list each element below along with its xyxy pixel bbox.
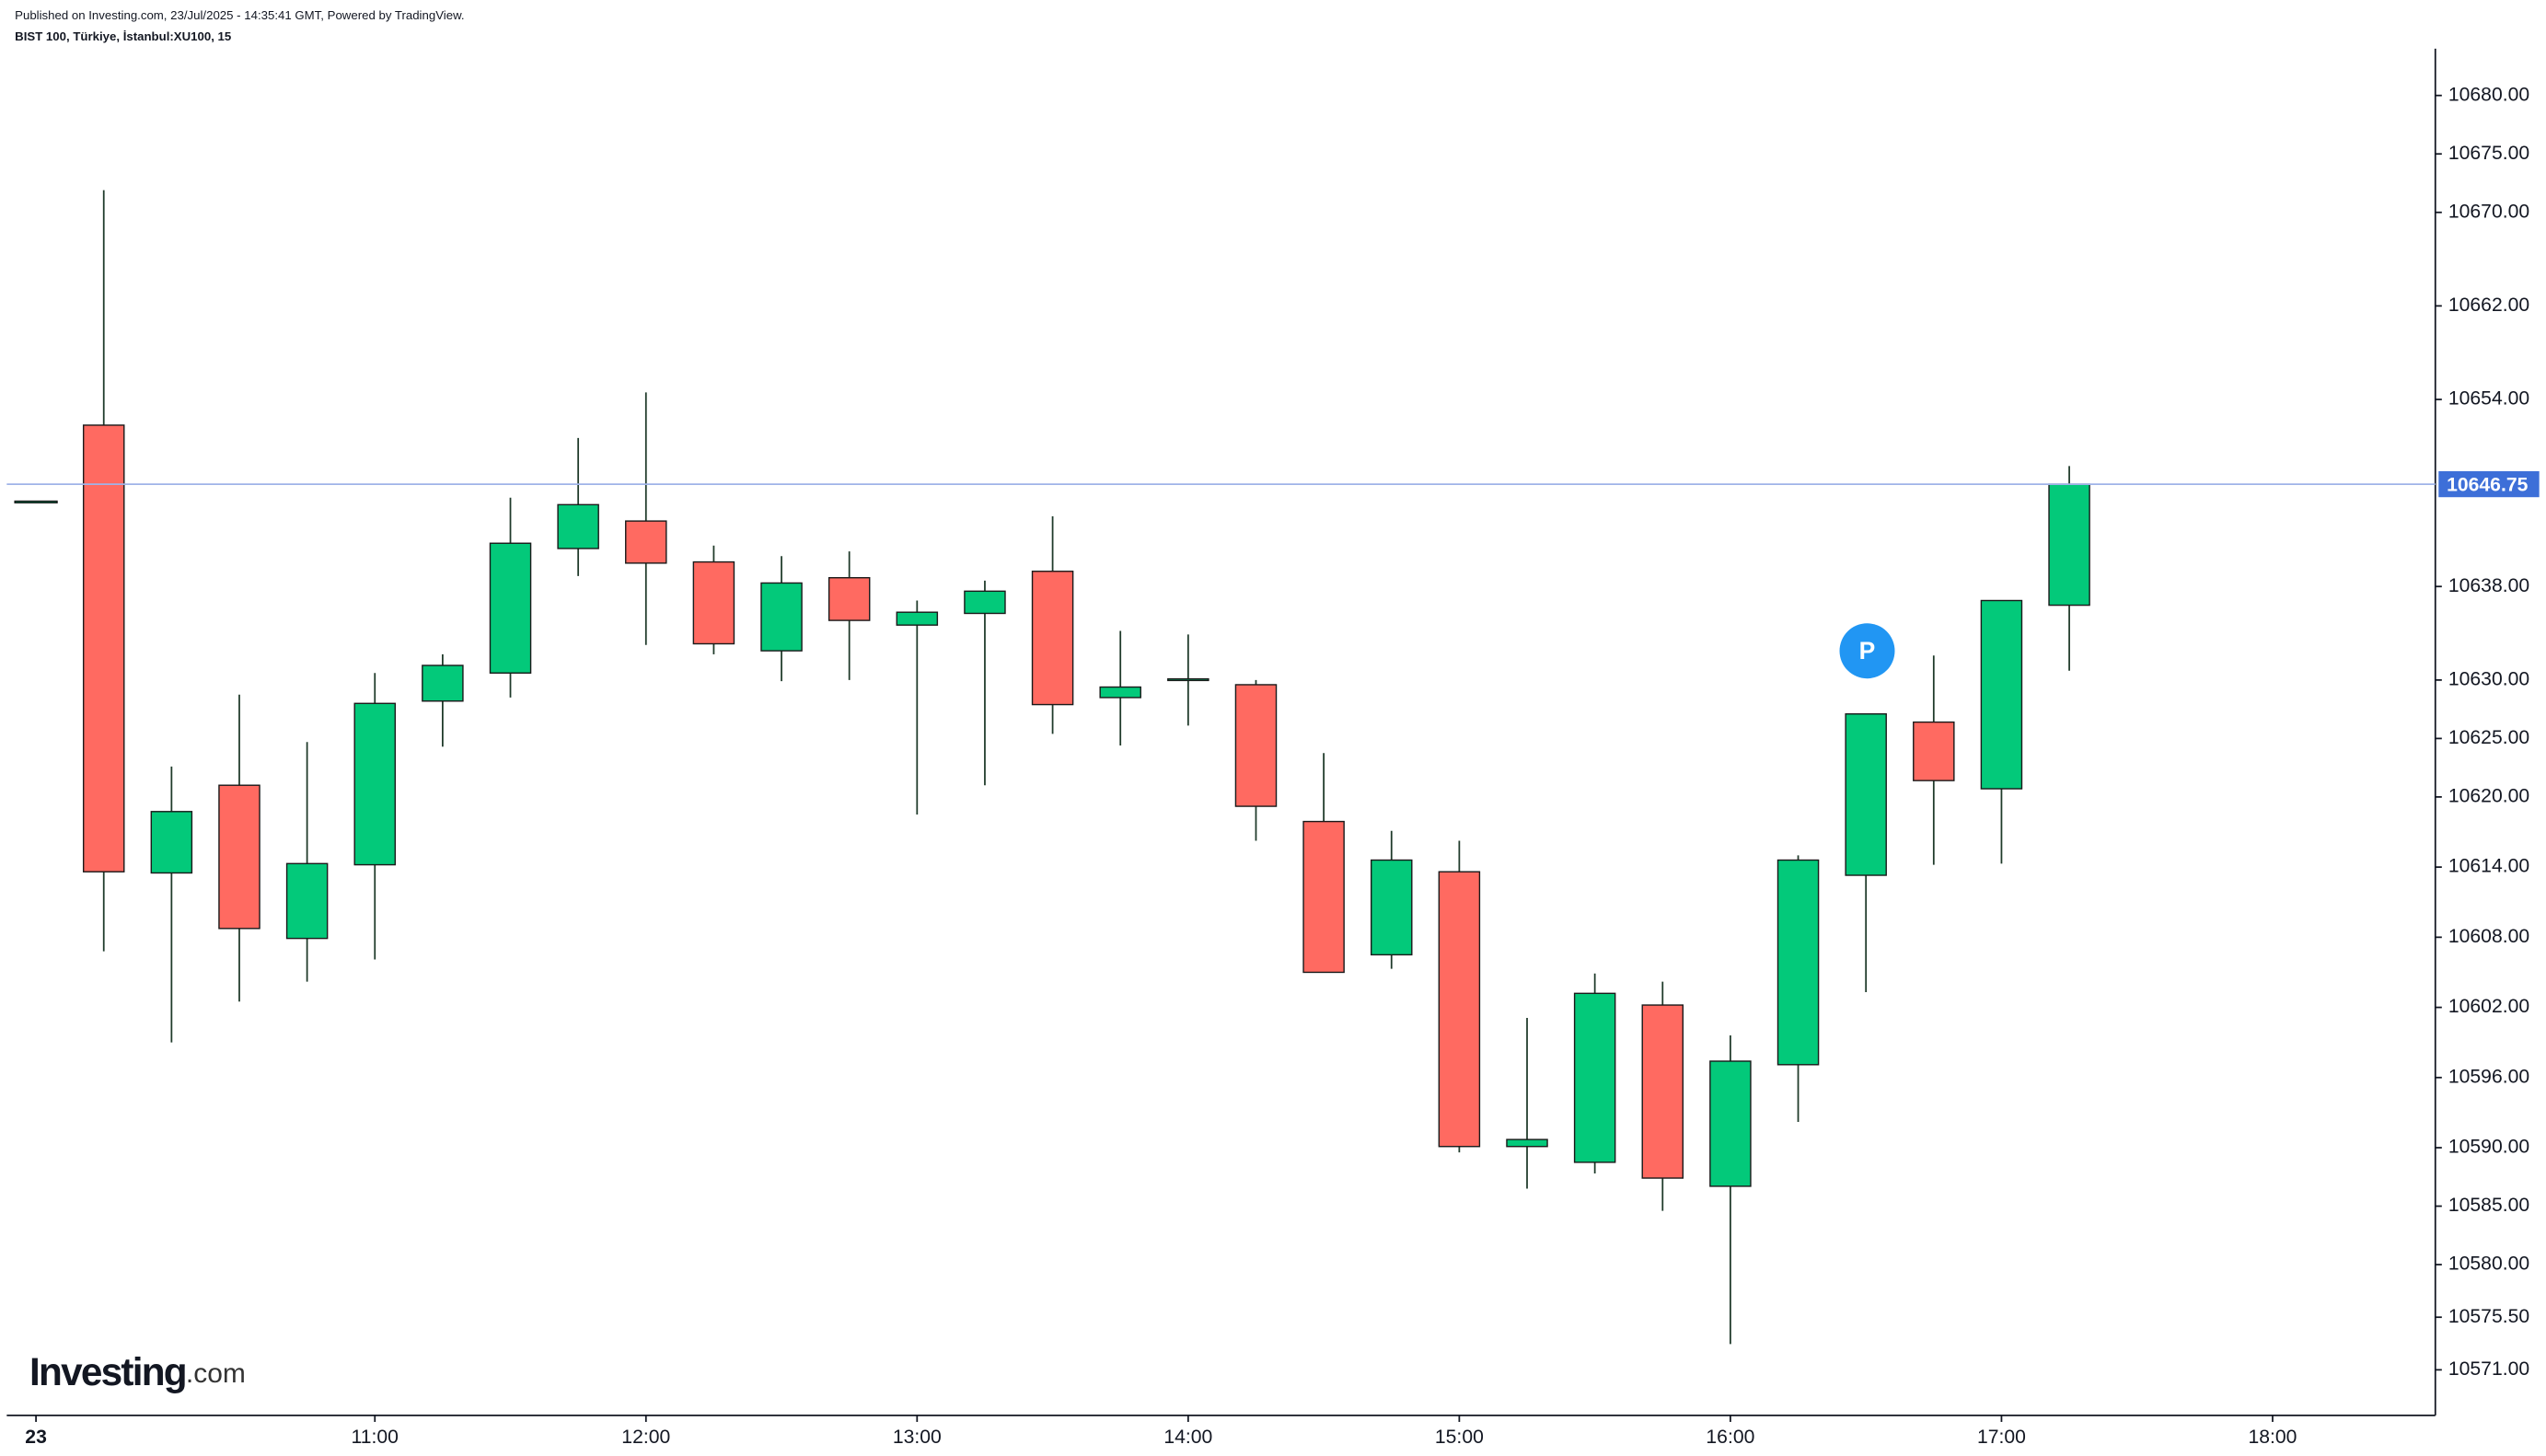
y-tick-label: 10638.00 [2448,575,2529,596]
candle-body [285,862,329,940]
candle-body [2048,483,2090,607]
x-tick-label: 23 [25,1427,47,1448]
candle-body [218,784,260,930]
candle-body [422,664,464,702]
candle-body [150,811,193,874]
y-tick-label: 10571.00 [2448,1358,2529,1380]
candle-body [82,424,125,872]
x-tick-label: 16:00 [1706,1427,1754,1448]
candle-body [827,577,871,621]
y-tick-label: 10608.00 [2448,926,2529,947]
candle-body [1370,859,1413,956]
candle-body [1506,1138,1548,1148]
x-tick-label: 14:00 [1163,1427,1212,1448]
marker-p [1839,623,1895,679]
candle-body [964,590,1006,615]
y-tick-label: 10596.00 [2448,1066,2529,1087]
logo-brand: Investing.com [29,1350,246,1393]
candle-body [1099,686,1141,699]
x-tick-label: 18:00 [2248,1427,2297,1448]
candle-body [1234,684,1278,807]
candle-body [1709,1060,1752,1187]
candle-body [1031,571,1074,706]
logo: Investing.com [29,1350,246,1393]
logo-brand-text: Investing [29,1350,186,1393]
candle-body [1845,713,1887,876]
candle-body [1641,1004,1684,1179]
y-tick-label: 10575.50 [2448,1306,2529,1327]
x-tick-label: 12:00 [621,1427,670,1448]
candle-body [489,542,532,674]
candle-body [692,560,735,645]
x-tick-label: 15:00 [1435,1427,1484,1448]
y-tick-label: 10662.00 [2448,295,2529,316]
candle-body [1167,677,1209,682]
y-tick-label: 10580.00 [2448,1254,2529,1275]
candle-body [625,520,667,564]
candle-body [557,503,599,549]
y-tick-label: 10585.00 [2448,1195,2529,1216]
y-tick-label: 10590.00 [2448,1137,2529,1158]
candle-body [353,702,397,866]
y-tick-label: 10602.00 [2448,996,2529,1017]
candle-body [760,582,803,652]
y-tick-label: 10654.00 [2448,388,2529,410]
y-tick-label: 10670.00 [2448,201,2529,222]
x-tick-label: 13:00 [893,1427,942,1448]
x-tick-label: 17:00 [1977,1427,2026,1448]
symbol-title: BIST 100, Türkiye, İstanbul:XU100, 15 [15,29,231,43]
y-tick-label: 10614.00 [2448,856,2529,877]
logo-suffix: .com [186,1358,246,1389]
candle-body [896,611,939,626]
candle-body [1302,820,1345,974]
x-tick-label: 11:00 [352,1427,399,1448]
published-note: Published on Investing.com, 23/Jul/2025 … [15,8,464,22]
y-tick-label: 10680.00 [2448,84,2529,105]
candle-body [1913,721,1955,781]
last-price-label: 10646.75 [2447,474,2528,495]
candle-body [1573,992,1616,1163]
y-tick-label: 10675.00 [2448,143,2529,164]
candle-body [1980,599,2023,790]
y-tick-label: 10625.00 [2448,727,2529,748]
y-tick-label: 10630.00 [2448,668,2529,689]
candle-body [14,500,58,503]
candle-body [1438,871,1481,1148]
y-tick-label: 10620.00 [2448,786,2529,807]
marker-p-letter: P [1859,637,1876,664]
candle-body [1776,859,1820,1066]
last-price-box [2438,470,2540,498]
